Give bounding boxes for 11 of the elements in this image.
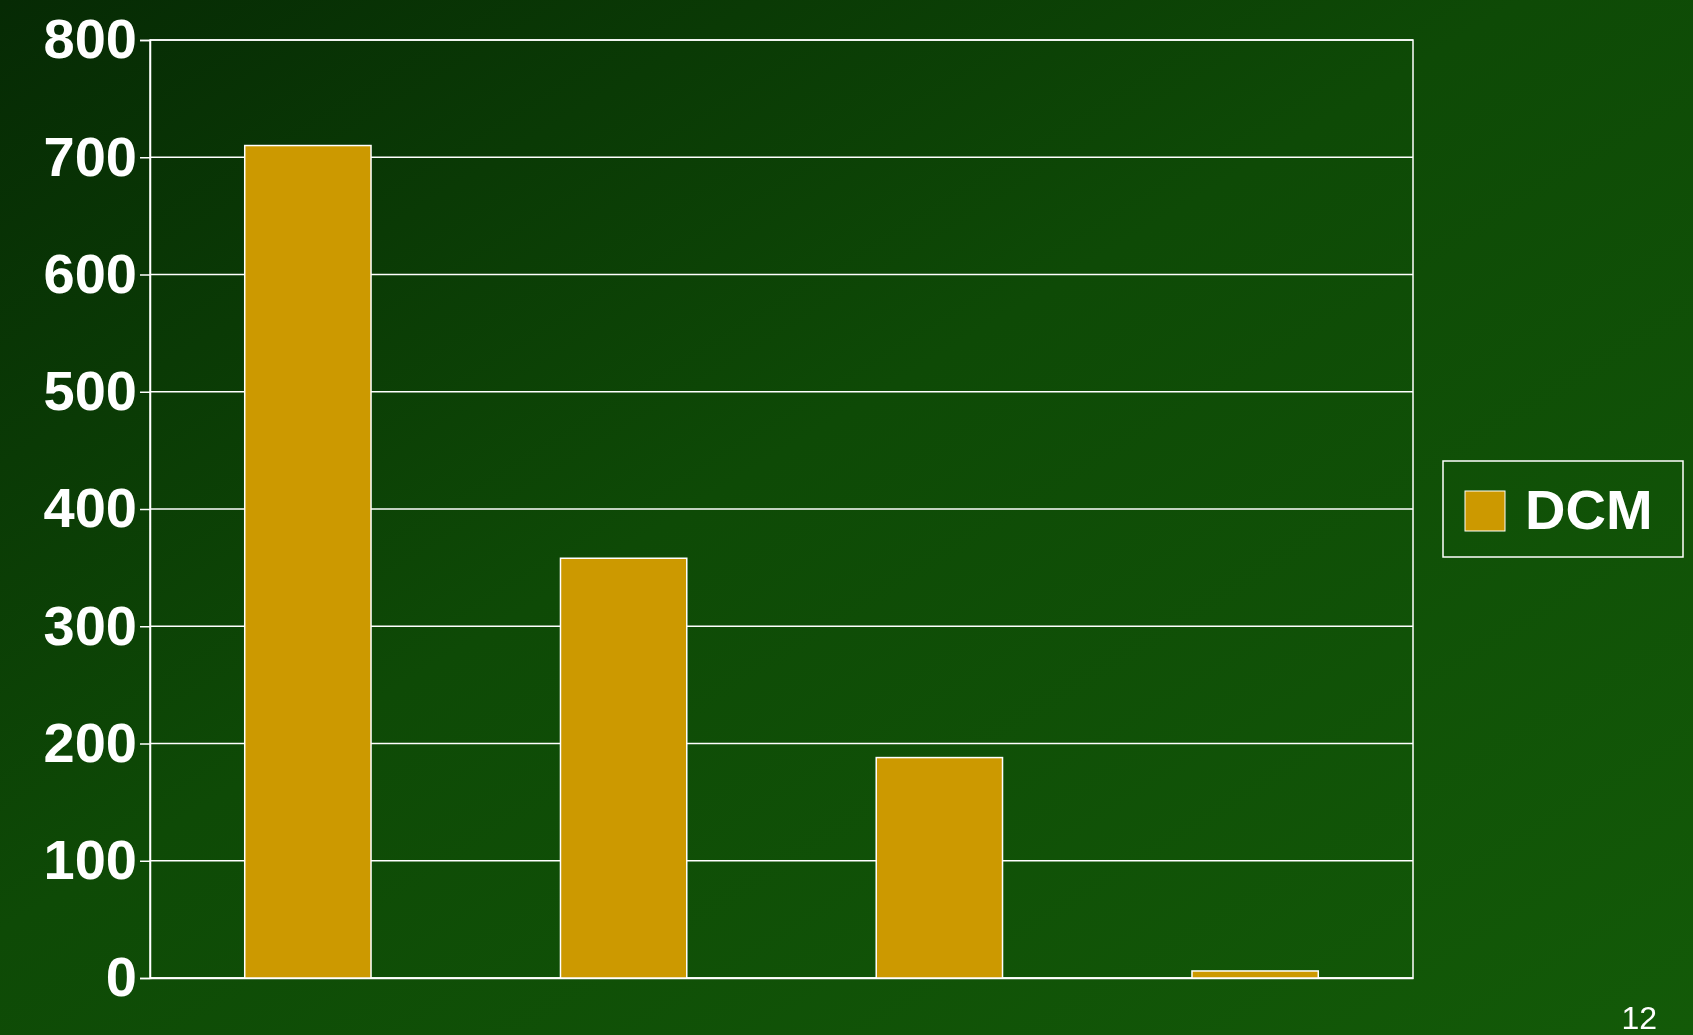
y-tick-label: 700: [43, 124, 137, 188]
legend-label: DCM: [1525, 478, 1653, 541]
y-tick-label: 500: [43, 359, 137, 423]
y-tick-label: 0: [105, 945, 137, 1009]
y-tick-label: 100: [43, 828, 137, 892]
y-tick-label: 800: [43, 7, 137, 71]
y-tick-label: 300: [43, 593, 137, 657]
y-tick-label: 400: [43, 476, 137, 540]
y-tick-label: 200: [43, 710, 137, 774]
y-tick-label: 600: [43, 241, 137, 305]
text: 12: [1621, 1000, 1657, 1035]
